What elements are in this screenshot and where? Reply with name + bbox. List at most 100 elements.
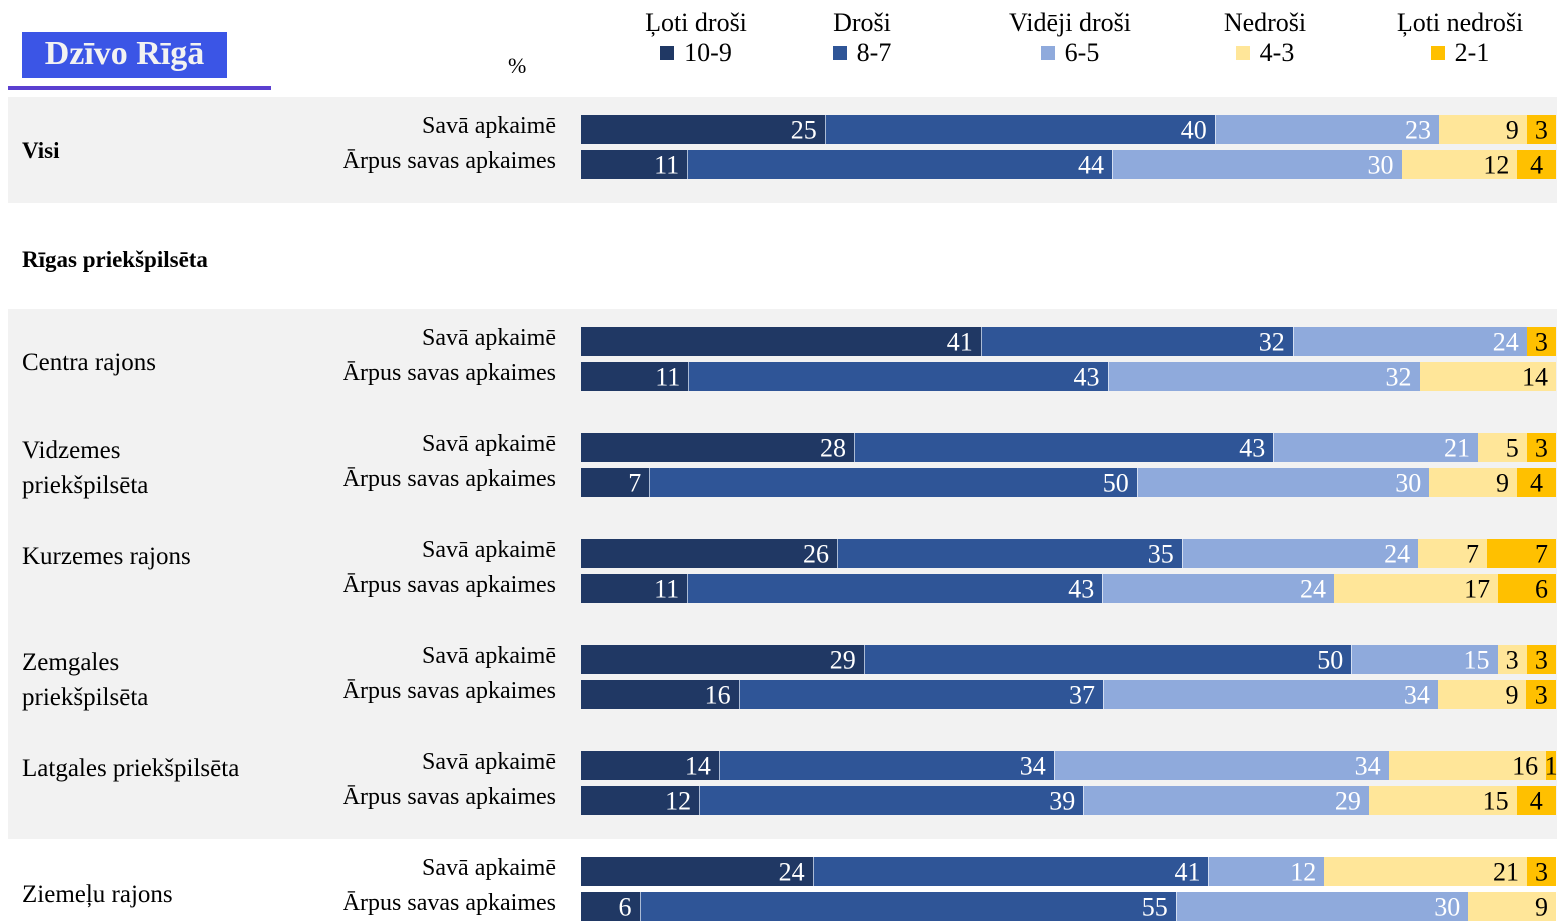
bar-segment: 11	[581, 150, 688, 179]
bar-segment: 3	[1527, 857, 1556, 886]
data-label: 43	[1068, 574, 1095, 603]
bar-segment: 16	[581, 680, 739, 709]
bar-segment: 7	[581, 468, 650, 497]
legend-range: 4-3	[1259, 38, 1295, 67]
row-label: Ārpus savas apkaimes	[342, 466, 556, 492]
bar-segment: 4	[1516, 786, 1556, 815]
data-label: 24	[1492, 327, 1519, 356]
data-label: 35	[1147, 539, 1174, 568]
data-label: 26	[803, 539, 830, 568]
bar-segment: 40	[824, 115, 1215, 144]
data-label: 25	[790, 115, 817, 144]
legend-item: Vidēji droši 6-5	[980, 8, 1160, 68]
data-label: 11	[654, 574, 680, 603]
stacked-bar: 25 40 23 9 3	[581, 115, 1556, 144]
legend-swatch	[1235, 46, 1250, 60]
legend-category: Vidēji droši	[1009, 8, 1131, 37]
data-label: 29	[1334, 786, 1361, 815]
bar-segment: 15	[1368, 786, 1517, 815]
bar-segment: 9	[1439, 115, 1527, 144]
stacked-bar: 41 32 24 3	[581, 327, 1556, 356]
data-label: 37	[1068, 680, 1095, 709]
data-label: 3	[1505, 645, 1519, 674]
row-label: Ārpus savas apkaimes	[342, 678, 556, 704]
data-label: 12	[1290, 857, 1317, 886]
bar-segment: 6	[1498, 574, 1556, 603]
data-label: 3	[1534, 680, 1548, 709]
legend-swatch	[660, 46, 675, 60]
data-label: 6	[1534, 574, 1548, 603]
bar-segment: 15	[1351, 645, 1498, 674]
bar-segment: 6	[581, 892, 640, 921]
data-label: 7	[1534, 539, 1548, 568]
data-label: 3	[1535, 857, 1548, 886]
bar-segment: 4	[1517, 468, 1556, 497]
stacked-bar: 28 43 21 5 3	[581, 433, 1556, 462]
bar-segment: 55	[639, 892, 1176, 921]
bar-segment: 50	[863, 645, 1352, 674]
bar-segment: 44	[687, 150, 1112, 179]
group-label: Zemgales priekšpilsēta	[22, 649, 149, 711]
bar-segment: 3	[1526, 115, 1556, 144]
bar-segment: 12	[1208, 857, 1325, 886]
data-label: 17	[1464, 574, 1491, 603]
data-label: 30	[1367, 150, 1394, 179]
group-label: Ziemeļu rajons	[22, 881, 173, 908]
row-label: Ārpus savas apkaimes	[342, 148, 556, 174]
bar-segment: 11	[581, 574, 688, 603]
bar-segment: 50	[649, 468, 1137, 497]
data-label: 9	[1535, 892, 1548, 921]
bar-segment: 24	[1102, 574, 1334, 603]
data-label: 23	[1405, 115, 1431, 144]
data-label: 5	[1505, 433, 1519, 462]
data-label: 43	[1239, 433, 1266, 462]
bar-segment: 21	[1324, 857, 1528, 886]
data-label: 24	[1384, 539, 1411, 568]
data-label: 39	[1049, 786, 1076, 815]
legend-category: Droši	[833, 8, 891, 37]
group-label: Vidzemes priekšpilsēta	[22, 437, 149, 499]
data-label: 3	[1534, 645, 1548, 674]
bar-segment: 21	[1273, 433, 1478, 462]
logo: Dzīvo Rīgā	[22, 32, 227, 78]
bar-segment: 30	[1136, 468, 1430, 497]
bar-segment: 29	[581, 645, 864, 674]
stacked-bar: 11 43 32 14	[581, 362, 1556, 391]
data-label: 30	[1395, 468, 1422, 497]
row-label: Savā apkaimē	[422, 537, 556, 563]
data-label: 12	[665, 786, 692, 815]
row-label: Ārpus savas apkaimes	[342, 360, 556, 386]
data-label: 29	[829, 645, 856, 674]
row-label: Ārpus savas apkaimes	[342, 784, 556, 810]
data-label: 9	[1496, 468, 1509, 497]
stacked-bar: 29 50 15 3 3	[581, 645, 1556, 674]
data-label: 30	[1434, 892, 1461, 921]
legend-range: 6-5	[1064, 38, 1100, 67]
bar-segment: 32	[1107, 362, 1420, 391]
bar-segment: 9	[1429, 468, 1517, 497]
stacked-bar: 16 37 34 9 3	[581, 680, 1556, 709]
stacked-bar: 12 39 29 15 4	[581, 786, 1556, 815]
bar-segment: 14	[1419, 362, 1556, 391]
bar-segment: 23	[1214, 115, 1439, 144]
bar-segment: 24	[1181, 539, 1419, 568]
data-label: 15	[1463, 645, 1490, 674]
data-label: 15	[1482, 786, 1509, 815]
stacked-bar: 26 35 24 7 7	[581, 539, 1556, 568]
data-label: 14	[684, 751, 711, 780]
row-label: Savā apkaimē	[422, 431, 556, 457]
bar-segment: 32	[980, 327, 1293, 356]
legend-category: Ļoti nedroši	[1396, 8, 1524, 37]
data-label: 4	[1530, 468, 1543, 497]
stacked-bar: 7 50 30 9 4	[581, 468, 1556, 497]
bar-segment: 28	[581, 433, 854, 462]
bar-segment: 41	[812, 857, 1209, 886]
data-label: 9	[1505, 115, 1519, 144]
legend-swatch	[1430, 46, 1445, 60]
stacked-bar: 6 55 30 9	[581, 892, 1556, 921]
legend-item: Ļoti nedroši 2-1	[1370, 8, 1550, 68]
bar-segment: 26	[581, 539, 838, 568]
data-label: 4	[1529, 786, 1543, 815]
row-label: Savā apkaimē	[422, 643, 556, 669]
data-label: 32	[1258, 327, 1285, 356]
